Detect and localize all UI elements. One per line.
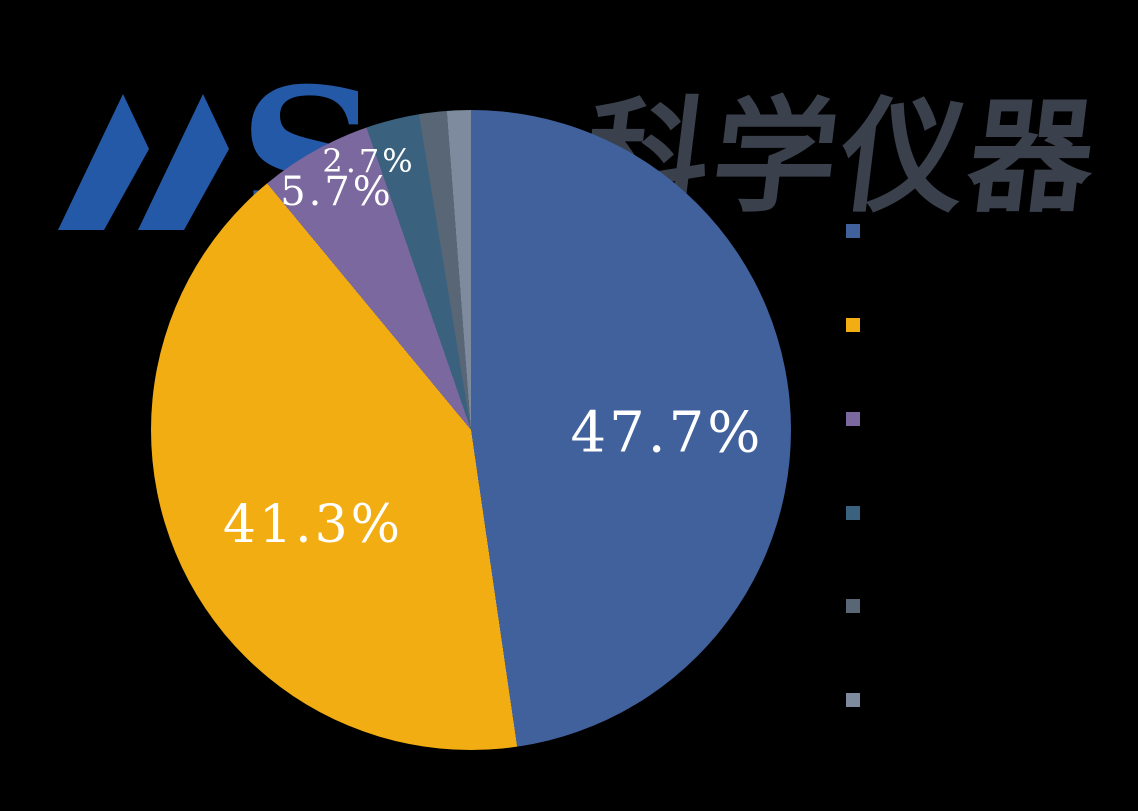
legend-swatch-4	[846, 506, 860, 520]
legend-swatch-5	[846, 599, 860, 613]
legend-swatch-3	[846, 412, 860, 426]
pie-label-47-7: 47.7%	[570, 400, 764, 466]
pie-label-2-7: 2.7%	[322, 142, 416, 180]
pie-label-41-3: 41.3%	[222, 495, 404, 555]
pie-label-5-7: 5.7%	[280, 169, 394, 215]
legend	[846, 224, 866, 714]
logo-m-stroke-right	[138, 94, 229, 230]
legend-swatch-1	[846, 224, 860, 238]
pie-chart	[151, 110, 791, 750]
legend-swatch-2	[846, 318, 860, 332]
logo-m-stroke-left	[58, 94, 149, 230]
legend-swatch-6	[846, 693, 860, 707]
